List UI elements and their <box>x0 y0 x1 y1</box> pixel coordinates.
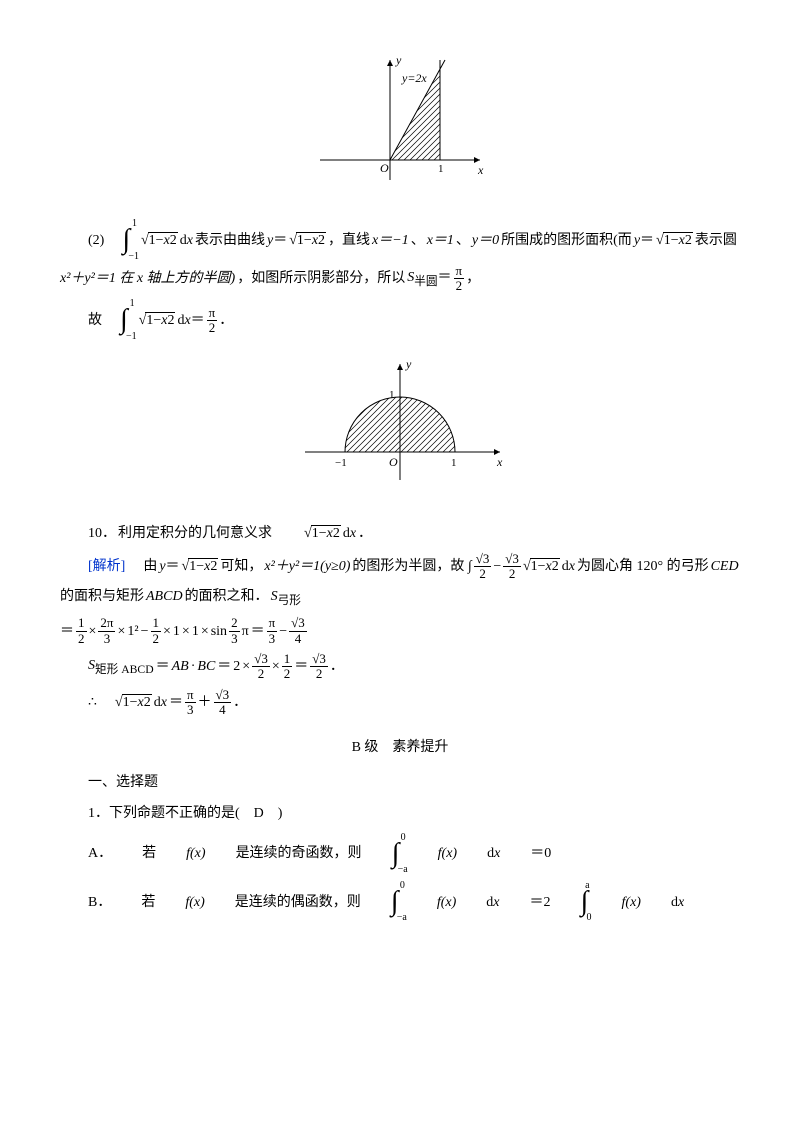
para-2b: 故 1 ∫ −1 1−x2 dx＝ π2 ． <box>60 299 740 341</box>
svg-text:1: 1 <box>451 457 457 469</box>
option-a: A． 若 f(x) 是连续的奇函数，则 0∫−a f(x)dx ＝0 <box>60 833 740 875</box>
solution: [解析] 由 y＝ 1−x2 可知， x²＋y²＝1(y≥0) 的图形为半圆，故… <box>60 552 740 610</box>
fig1-ylabel: y <box>395 53 402 67</box>
section-b-heading: B 级 素养提升 <box>60 735 740 760</box>
integral-2: 1 ∫ −1 <box>120 299 137 341</box>
fig1-linelabel: y=2x <box>401 71 427 85</box>
svg-text:x: x <box>496 455 503 469</box>
svg-text:−1: −1 <box>335 457 347 469</box>
calc3: ∴ 1−x2 dx ＝ π3 ＋ √34 ． <box>88 688 740 718</box>
calc2: S矩形 ABCD ＝ AB·BC ＝2× √32 × 12 ＝ √32 ． <box>88 652 740 682</box>
seq-2: (2) <box>60 228 104 253</box>
svg-text:y: y <box>405 357 412 371</box>
figure-semicircle: x y O −1 1 1 <box>60 352 740 501</box>
fig1-origin: O <box>380 161 389 175</box>
integral-1: 1 ∫ −1 <box>122 219 139 261</box>
svg-text:1: 1 <box>389 389 395 401</box>
para-2: (2) 1 ∫ −1 1−x2 dx 表示由曲线 y＝ 1−x2 ，直线 x＝−… <box>60 219 740 293</box>
q1: 1．下列命题不正确的是( D ) <box>60 801 740 826</box>
q10-num: 10． <box>60 521 116 546</box>
int-b1: 0∫−a <box>363 881 407 923</box>
mc-heading: 一、选择题 <box>60 770 740 795</box>
fig1-xlabel: x <box>477 163 484 177</box>
int-b2: a∫0 <box>553 881 592 923</box>
gu-label: 故 <box>60 308 102 333</box>
fig2-svg: x y O −1 1 1 <box>285 352 515 492</box>
int-a: 0∫−a <box>364 833 408 875</box>
option-b: B． 若 f(x) 是连续的偶函数，则 0∫−a f(x)dx ＝2 a∫0 f… <box>60 881 740 923</box>
fig1-tick1: 1 <box>438 163 444 175</box>
text-represents: 表示由曲线 <box>195 228 265 253</box>
figure-triangle: x y O 1 y=2x <box>60 50 740 199</box>
fig1-svg: x y O 1 y=2x <box>310 50 490 190</box>
calc1: ＝ 12 × 2π3 ×1² − 12 ×1×1×sin 23 π ＝ π3 −… <box>60 616 740 646</box>
q10: 10． 利用定积分的几何意义求 1−x2 dx ． <box>60 521 740 546</box>
q10-text: 利用定积分的几何意义求 <box>118 521 272 546</box>
solution-label: [解析] <box>60 554 125 579</box>
svg-text:O: O <box>389 455 398 469</box>
